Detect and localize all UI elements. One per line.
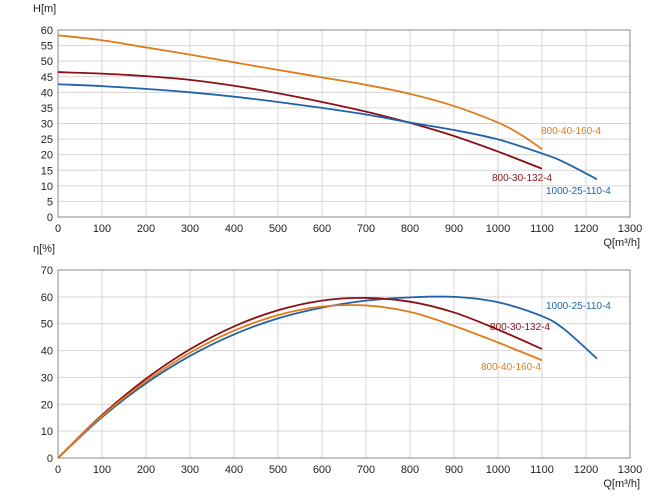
chart-panel-1: 0 100 200 300 400 500 600 700 800 900 1000 1100 1200… (33, 243, 642, 490)
x-tick-label: 200 (137, 223, 155, 235)
x-tick-label: 400 (225, 464, 243, 476)
plot-frame (57, 29, 631, 218)
x-axis-title: Q[m³/h] (603, 478, 640, 490)
y-axis-title: η[%] (33, 243, 55, 255)
y-tick-label: 50 (41, 319, 53, 331)
y-tick-label: 15 (41, 165, 53, 177)
x-tick-label: 1200 (574, 223, 598, 235)
x-tick-label: 0 (55, 464, 61, 476)
y-tick-label: 35 (41, 103, 53, 115)
series-line-1000-25-110-4 (57, 295, 598, 459)
series-label-800-30-132-4: 800-30-132-4 (490, 322, 550, 333)
x-tick-label: 100 (93, 464, 111, 476)
y-tick-label: 20 (41, 150, 53, 162)
x-tick-label: 900 (445, 223, 463, 235)
x-tick-label: 300 (181, 464, 199, 476)
series-line-1000-25-110-4 (57, 83, 598, 181)
y-tick-label: 60 (41, 292, 53, 304)
y-tick-label: 30 (41, 119, 53, 131)
x-tick-label: 600 (313, 223, 331, 235)
series-label-1000-25-110-4: 1000-25-110-4 (546, 301, 611, 312)
y-tick-label: 55 (41, 41, 53, 53)
x-tick-label: 700 (357, 223, 375, 235)
y-tick-label: 5 (47, 196, 53, 208)
x-tick-label: 1100 (530, 223, 554, 235)
y-tick-label: 40 (41, 346, 53, 358)
grid-lines (57, 29, 631, 218)
x-tick-label: 900 (445, 464, 463, 476)
y-tick-label: 20 (41, 399, 53, 411)
x-tick-label: 700 (357, 464, 375, 476)
x-tick-label: 500 (269, 464, 287, 476)
series-line-800-30-132-4 (57, 71, 543, 170)
x-tick-label: 1300 (618, 223, 642, 235)
series-label-800-30-132-4: 800-30-132-4 (492, 173, 552, 184)
x-tick-label: 800 (401, 464, 419, 476)
series-line-800-40-160-4 (57, 304, 543, 459)
y-axis-title: H[m] (33, 3, 56, 15)
series-label-1000-25-110-4: 1000-25-110-4 (546, 186, 611, 197)
y-tick-label: 60 (41, 25, 53, 37)
y-tick-label: 25 (41, 134, 53, 146)
y-tick-label: 50 (41, 56, 53, 68)
x-tick-label: 1300 (618, 464, 642, 476)
x-tick-label: 0 (55, 223, 61, 235)
chart-panel-0: 0 100 200 300 400 500 600 700 800 900 1000 1100 1200… (33, 3, 642, 249)
y-tick-label: 10 (41, 426, 53, 438)
plot-frame (57, 269, 631, 459)
x-tick-label: 1000 (486, 464, 510, 476)
series-label-800-40-160-4: 800-40-160-4 (541, 126, 601, 137)
x-tick-label: 1000 (486, 223, 510, 235)
y-tick-label: 30 (41, 372, 53, 384)
series-label-800-40-160-4: 800-40-160-4 (481, 362, 541, 373)
x-tick-label: 600 (313, 464, 331, 476)
y-tick-label: 0 (47, 453, 53, 465)
x-tick-label: 800 (401, 223, 419, 235)
y-tick-label: 45 (41, 72, 53, 84)
x-axis-title: Q[m³/h] (603, 237, 640, 249)
y-tick-label: 40 (41, 87, 53, 99)
x-tick-label: 300 (181, 223, 199, 235)
y-tick-label: 70 (41, 265, 53, 277)
x-tick-label: 1200 (574, 464, 598, 476)
series-line-800-40-160-4 (57, 34, 543, 150)
x-tick-label: 200 (137, 464, 155, 476)
x-tick-label: 500 (269, 223, 287, 235)
x-tick-label: 400 (225, 223, 243, 235)
x-tick-label: 100 (93, 223, 111, 235)
y-tick-label: 10 (41, 181, 53, 193)
series-line-800-30-132-4 (57, 297, 543, 459)
y-tick-label: 0 (47, 212, 53, 224)
x-tick-label: 1100 (530, 464, 554, 476)
